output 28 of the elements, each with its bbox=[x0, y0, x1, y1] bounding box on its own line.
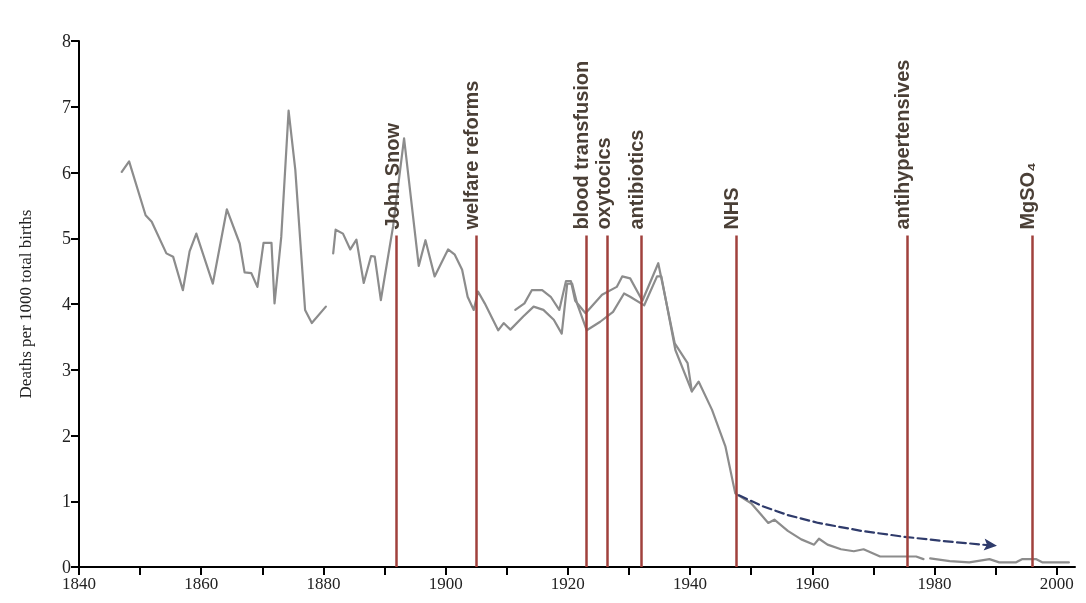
x-tick-label: 1860 bbox=[184, 574, 219, 593]
x-tick-label: 1840 bbox=[62, 574, 96, 593]
ref-line-label: John Snow bbox=[380, 122, 403, 230]
ref-line-label: NHS bbox=[719, 187, 742, 230]
x-tick-label: 1940 bbox=[673, 574, 708, 593]
y-tick-label: 7 bbox=[62, 96, 71, 117]
x-tick-label: 2000 bbox=[1039, 574, 1074, 593]
y-tick-label: 5 bbox=[62, 228, 71, 249]
y-tick-label: 8 bbox=[62, 31, 71, 51]
y-tick-label: 4 bbox=[62, 294, 71, 314]
y-axis-title: Deaths per 1000 total births bbox=[16, 209, 35, 399]
x-tick-label: 1980 bbox=[917, 574, 952, 593]
y-tick-label: 0 bbox=[62, 557, 71, 577]
x-tick-label: 1960 bbox=[795, 574, 830, 593]
x-tick-label: 1900 bbox=[428, 574, 463, 593]
y-tick-label: 6 bbox=[62, 162, 71, 183]
x-tick-label: 1920 bbox=[550, 574, 585, 593]
ref-line-label: antibiotics bbox=[625, 129, 648, 230]
x-tick-label: 1880 bbox=[306, 574, 341, 593]
ref-line-label: oxytocics bbox=[591, 137, 614, 230]
ref-line-label: welfare reforms bbox=[460, 80, 483, 231]
y-tick-label: 3 bbox=[62, 359, 71, 380]
y-tick-label: 1 bbox=[62, 491, 71, 512]
ref-line-label: MgSO₄ bbox=[1016, 162, 1039, 230]
ref-line-label: blood transfusion bbox=[570, 60, 593, 230]
ref-line-label: antihypertensives bbox=[890, 59, 913, 230]
y-tick-label: 2 bbox=[62, 425, 71, 446]
line-series bbox=[514, 262, 693, 393]
